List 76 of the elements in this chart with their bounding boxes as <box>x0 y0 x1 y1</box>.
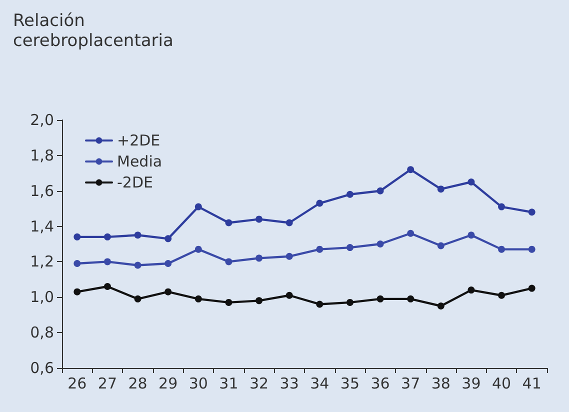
point <box>316 300 324 308</box>
y-tick-label: 1,2 <box>30 252 54 271</box>
point <box>346 244 354 252</box>
y-tick-label: 1,4 <box>30 217 54 236</box>
x-tick-label: 31 <box>219 374 238 392</box>
x-tick-label: 37 <box>401 374 420 392</box>
point <box>164 235 172 242</box>
point <box>225 298 232 306</box>
chart-title: Relación cerebroplacentaria <box>13 11 174 51</box>
point <box>104 283 111 290</box>
point <box>256 254 263 262</box>
x-tick-label: 38 <box>431 374 450 392</box>
point <box>74 233 81 240</box>
point <box>498 292 506 299</box>
point <box>376 295 384 302</box>
point <box>468 286 475 294</box>
y-tick-label: 0,8 <box>30 324 54 342</box>
point <box>468 232 475 239</box>
point <box>104 233 111 240</box>
point <box>346 190 354 198</box>
point <box>74 260 81 267</box>
y-tick-label: 1,6 <box>30 182 54 200</box>
point <box>286 219 293 226</box>
point <box>528 246 536 253</box>
legend-label: Media <box>117 152 162 170</box>
point <box>256 297 263 304</box>
point <box>74 288 81 296</box>
point <box>528 284 536 292</box>
y-tick-label: 1,0 <box>30 288 54 306</box>
y-tick-label: 0,6 <box>30 359 54 377</box>
x-tick-label: 26 <box>68 374 87 392</box>
point <box>256 216 263 223</box>
point <box>316 246 324 253</box>
point <box>194 295 202 302</box>
point <box>498 246 506 253</box>
x-tick-label: 39 <box>462 374 481 392</box>
x-tick-label: 27 <box>98 374 118 392</box>
legend-label: +2DE <box>117 132 160 150</box>
x-tick-label: 33 <box>280 374 299 392</box>
point <box>437 186 444 193</box>
point <box>286 252 293 260</box>
point <box>407 295 414 302</box>
point <box>134 262 142 269</box>
point <box>164 288 172 296</box>
x-tick-label: 36 <box>370 374 390 392</box>
x-tick-label: 32 <box>249 374 269 392</box>
legend-label: -2DE <box>117 174 153 192</box>
point <box>286 292 293 299</box>
x-tick-label: 40 <box>492 374 512 392</box>
point <box>225 219 232 226</box>
point <box>134 232 142 239</box>
point <box>164 260 172 267</box>
point <box>376 187 384 194</box>
point <box>437 302 444 310</box>
point <box>225 258 232 266</box>
point <box>376 240 384 248</box>
x-tick-label: 34 <box>310 374 330 392</box>
point <box>407 166 414 174</box>
point <box>437 242 444 250</box>
x-tick-label: 30 <box>188 374 208 392</box>
x-tick-label: 41 <box>522 374 542 392</box>
point <box>498 203 506 210</box>
y-tick-label: 2,0 <box>30 111 54 129</box>
point <box>468 178 475 186</box>
x-tick-label: 29 <box>158 374 178 392</box>
point <box>346 298 354 306</box>
point <box>194 246 202 253</box>
point <box>104 258 111 266</box>
point <box>407 230 414 237</box>
x-tick-label: 35 <box>340 374 360 392</box>
point <box>134 295 142 302</box>
point <box>316 200 324 207</box>
point <box>194 203 202 210</box>
x-tick-label: 28 <box>128 374 148 392</box>
y-tick-label: 1,8 <box>30 146 54 164</box>
point <box>528 208 536 216</box>
